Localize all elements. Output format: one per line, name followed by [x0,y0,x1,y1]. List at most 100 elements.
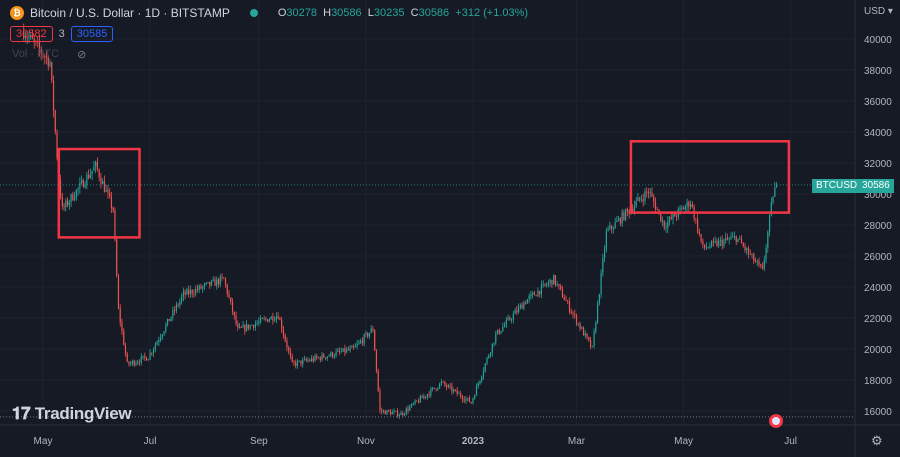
candle-body [467,397,469,399]
candle-body [186,289,188,295]
candle-body [119,308,121,323]
candle-body [161,334,163,338]
candle-body [59,180,62,197]
candle-body [596,303,599,323]
candle-body [49,62,51,66]
candle-body [63,205,65,208]
candle-body [81,180,83,183]
candle-body [458,393,460,395]
sell-button[interactable]: 30582 [10,26,53,42]
candle-body [528,296,530,300]
candle-body [52,80,55,111]
candle-body [100,177,102,184]
candle-body [409,406,411,411]
candle-body [245,324,248,331]
candle-body [530,294,532,297]
annotation-rectangle [629,140,791,214]
tradingview-logo[interactable]: 𝟏𝟕 TradingView [12,404,132,423]
candle-body [519,304,521,308]
candle-body [623,212,625,220]
candle-body [718,240,720,246]
buy-button[interactable]: 30585 [70,26,114,42]
candle-body [472,398,474,403]
candle-body [660,212,662,222]
candle-body [761,265,764,269]
candle-body [233,311,235,316]
candle-body [440,381,442,384]
last-price-tag: 30586 [858,179,894,193]
candle-body [751,253,753,255]
candle-body [326,356,328,359]
candle-body [668,216,671,222]
candle-body [140,356,142,363]
candle-body [323,354,325,358]
candle-body [309,360,311,362]
candle-body [428,394,430,396]
candle-body [77,187,79,190]
symbol-title[interactable]: Bitcoin / U.S. Dollar · 1D · BITSTAMP [30,6,230,20]
candle-body [619,218,621,224]
candle-body [465,398,467,401]
candle-body [163,331,165,335]
candle-body [468,397,471,403]
candle-body [495,333,497,343]
candle-body [391,412,393,415]
candle-body [661,220,664,222]
candle-body [728,238,730,240]
candle-body [75,189,77,198]
hide-eye-icon[interactable]: ⊘ [77,49,87,61]
candle-body [679,208,681,210]
candle-body [47,57,49,66]
y-tick-label: 40000 [864,35,892,46]
currency-selector[interactable]: USD ▾ [864,6,893,17]
candle-body [54,110,56,132]
candle-body [470,402,472,403]
candle-body [365,333,367,335]
candle-body [600,272,602,295]
candle-body [670,216,672,219]
candle-body [189,290,192,294]
candle-body [549,280,551,283]
candle-body [121,322,123,331]
candle-body [31,35,34,39]
candle-body [240,326,242,328]
candle-body [523,302,525,309]
candle-body [23,31,25,39]
candle-body [463,399,465,401]
candle-body [291,356,293,362]
candle-body [305,359,307,361]
candle-body [314,355,316,361]
candle-body [568,301,571,312]
candle-body [437,388,439,390]
y-tick-label: 26000 [864,252,892,263]
candle-body [191,290,193,294]
candle-body [561,288,564,298]
y-tick-label: 30000 [864,190,892,201]
y-tick-label: 16000 [864,407,892,418]
candle-body [254,323,256,328]
candle-body [340,351,342,353]
candle-body [82,180,84,188]
candle-body [282,329,285,336]
candle-body [358,342,360,344]
candle-body [344,348,346,353]
candle-body [521,304,523,309]
candle-body [496,329,499,334]
candle-body [30,35,32,37]
candle-body [456,389,458,394]
candle-body [477,383,479,387]
settings-gear-icon[interactable]: ⚙ [871,433,883,448]
candle-body [442,381,444,383]
candle-body [416,400,418,402]
candle-body [500,331,502,334]
candle-body [719,239,722,241]
candle-body [152,349,155,354]
candle-body [402,412,404,415]
candle-body [726,237,729,240]
candle-body [426,394,428,397]
candle-body [68,202,70,206]
candle-body [697,219,699,232]
us-flag-icon [772,417,780,425]
candle-body [612,228,614,230]
